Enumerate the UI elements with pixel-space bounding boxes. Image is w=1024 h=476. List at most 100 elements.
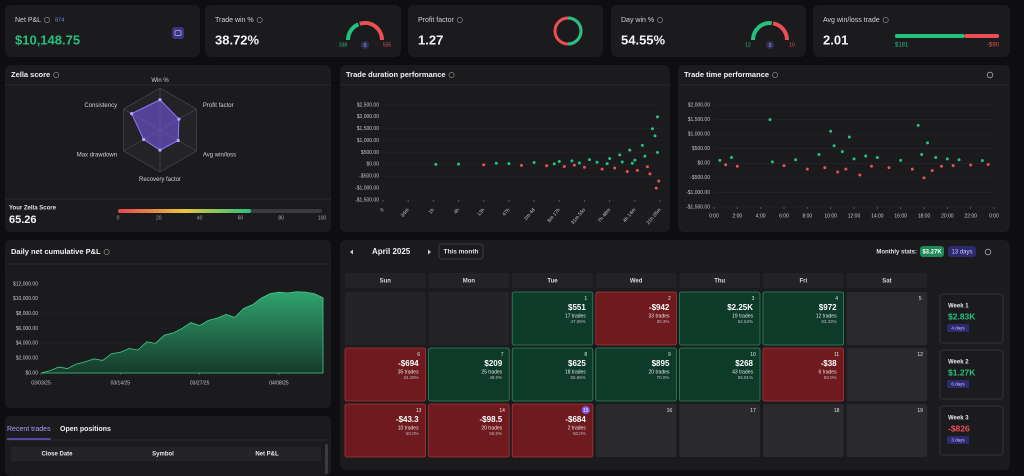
day-win-rate: 50.0% [489,431,502,436]
day-number: 5 [919,296,922,302]
day-pnl: $551 [568,303,586,312]
scatter-point [587,158,591,162]
day-cell [344,403,426,458]
radar-point [158,98,162,102]
this-month-label: This month [443,249,478,256]
scatter-point [770,160,774,164]
stat-card: Avg win/loss trade 2.01 $181 -$90 [813,5,1010,57]
day-cell [595,404,677,457]
week-pnl: -$826 [948,423,970,433]
this-month-button[interactable] [438,243,484,260]
day-win-rate: 48.0% [489,375,502,380]
y-tick-label: $0.00 [697,161,710,167]
avg-win-bar [895,34,965,38]
day-number: 15 [583,408,589,414]
gauge-even-badge [766,41,774,49]
page: Trading dashboard { "stats": [ {"label":… [5,5,1010,476]
tab[interactable]: Recent trades [7,426,51,433]
day-trades: 33 trades [649,313,670,319]
info-icon [103,249,110,255]
scatter-point [930,169,934,173]
trades-card: Recent trades Open positions Close Date Sym… [5,416,331,476]
info-icon [256,17,263,23]
day-number: 17 [750,408,756,414]
scatter-point [650,127,654,131]
scatter-point [844,167,848,171]
x-tick-label: 4h [453,207,461,215]
week-days-badge [947,380,969,388]
x-tick-label: 7h 48m [597,207,612,224]
scatter-point [654,186,658,190]
day-trades: 35 trades [398,369,419,375]
x-tick-label: 0 [379,207,386,213]
day-number: 19 [917,408,923,414]
day-trades: 18 trades [565,369,586,375]
day-number: 9 [668,352,671,358]
gauge-loss-label: 535 [383,42,392,48]
y-tick-label: -$1,500.00 [355,197,379,203]
y-tick-label: $12,000.00 [13,281,38,287]
day-cell [678,347,761,402]
chart-title: Trade duration performance [346,70,446,79]
canvas-svg: Recent trades Open positions Close Date Sym… [5,426,331,474]
scatter-point [545,164,549,168]
day-number: 7 [501,352,504,358]
scatter-point [922,176,926,180]
prev-arrow[interactable] [350,249,353,255]
x-tick-label: 4:00 [756,213,766,219]
scatter-point [608,156,612,160]
score-value: 65.26 [9,214,37,226]
y-tick-label: $1,000.00 [688,131,710,137]
day-cell [679,404,760,457]
y-tick-label: $500.00 [361,150,379,156]
scatter-point [870,164,873,168]
x-tick-label: 18:00 [918,213,931,219]
day-cell [762,347,844,402]
radar-axis-label: Profit factor [203,103,234,109]
y-tick-label: $0.00 [366,162,379,168]
day-cell [511,347,594,402]
x-tick-label: 16:00 [894,213,907,219]
avg-loss-label: -$90 [987,43,1000,49]
info-icon [882,17,889,23]
day-number: 10 [750,352,756,358]
x-tick-label: 04/08/25 [269,380,289,386]
weekday-label: Tue [547,279,558,285]
score-tick: 0 [117,215,120,221]
canvas-svg: Trade win % 38.72% 338 0 535 [215,17,392,49]
scatter-point [655,115,659,119]
day-cell [595,347,677,402]
canvas-svg: Trade time performance -$1,500.00 -$1,000.… [678,70,1010,219]
icon-glyph [174,30,182,36]
tab[interactable]: Open positions [60,426,111,433]
chart-title: Trade time performance [684,70,769,79]
day-number: 12 [917,352,923,358]
radar-point [158,148,162,152]
x-tick-label: 03/27/25 [190,380,210,386]
score-tick: 60 [238,215,244,221]
week-pnl: $1.27K [948,367,976,377]
scatter-point [768,118,772,122]
canvas-svg: Profit factor 1.27 [418,16,583,47]
scatter-point [858,173,862,177]
day-cell [511,403,594,458]
scatter-point [520,163,523,167]
gauge-win [346,22,360,41]
stats-days-badge [948,246,976,257]
info-icon [44,17,51,23]
day-number: 4 [835,296,838,302]
zella-card: Zella score Win % Profit factor Avg win/los… [5,65,331,232]
x-tick-label: 8m 17h [546,207,561,224]
y-tick-label: $0.00 [25,370,38,376]
scatter-point [945,157,949,161]
scatter-point [648,172,652,176]
stat-badge: 874 [55,17,64,23]
y-tick-label: $10,000.00 [13,296,38,302]
scatter-point [645,165,649,169]
next-arrow[interactable] [428,249,431,255]
day-pnl: $209 [484,359,502,368]
y-tick-label: $4,000.00 [16,341,38,347]
gauge-even-badge [361,41,369,49]
stat-value: 1.27 [418,32,443,47]
scatter-point [852,157,856,161]
